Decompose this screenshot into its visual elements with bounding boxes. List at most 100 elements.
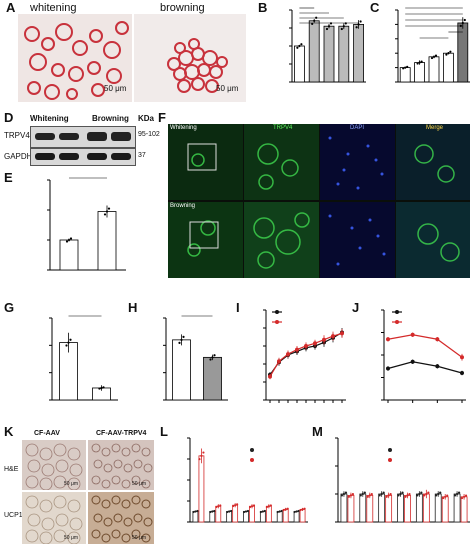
data-point [211, 510, 214, 513]
data-point [401, 491, 404, 494]
data-point [340, 494, 344, 497]
whitening-label: whitening [30, 2, 77, 14]
bar-ACO [441, 496, 449, 523]
bar-6d [338, 25, 350, 83]
he-trpv4-texture [91, 443, 153, 489]
histology-row-ucp1: UCP1 [4, 512, 23, 519]
data-point [192, 510, 195, 514]
data-point [102, 386, 105, 389]
fluorescence-grid [168, 124, 470, 278]
bar-whitening [59, 239, 79, 271]
data-point [432, 55, 436, 58]
data-point [107, 207, 111, 210]
chart-b-whitening-trpv4 [289, 7, 366, 83]
data-point [382, 491, 385, 494]
data-point [449, 50, 452, 53]
data-point [359, 20, 362, 23]
data-point [295, 510, 298, 513]
data-point [418, 61, 421, 64]
bar-PRDM16 [232, 504, 239, 523]
data-point [286, 507, 289, 510]
bar-PPARα [460, 496, 468, 523]
panel-label-c: C [370, 0, 380, 15]
data-point [232, 504, 235, 508]
bar-PPARα [453, 493, 461, 523]
data-point [416, 62, 419, 65]
panel-label-j: J [352, 300, 360, 315]
data-point [344, 22, 347, 25]
bar-CPT1α [265, 505, 272, 523]
scale-k1: 50 μm [64, 481, 78, 487]
data-point [211, 356, 214, 359]
data-point [286, 352, 290, 357]
data-point [230, 509, 233, 513]
bar-PGC-1α [359, 493, 367, 523]
data-point [295, 347, 299, 352]
legend-marker [388, 448, 392, 452]
data-point [366, 495, 369, 498]
histology-ucp1-ctrl [22, 492, 86, 544]
data-point [301, 508, 304, 511]
data-point [340, 331, 344, 336]
chart-h-ewat-dio [163, 315, 228, 401]
data-point [282, 508, 285, 512]
data-point [278, 510, 281, 513]
data-point [244, 510, 248, 513]
bar-0d [294, 45, 305, 83]
fluor-row-whitening: Whitening [170, 125, 197, 131]
bar-Control [172, 339, 191, 401]
fluor-col-trpv4: TRPV4 [273, 125, 293, 131]
panel-label-g: G [4, 300, 15, 315]
data-point [460, 355, 464, 360]
scale-k4: 50 μm [132, 535, 146, 541]
data-point [363, 491, 366, 494]
data-point [351, 492, 355, 496]
data-point [355, 26, 358, 29]
histology-row-he: H&E [4, 466, 19, 473]
blot-kda-trpv4: 95-102 [138, 131, 160, 138]
scale-k3: 50 μm [64, 535, 78, 541]
scale-k2: 50 μm [132, 481, 146, 487]
data-point [194, 510, 197, 513]
browning-cells [167, 38, 228, 93]
data-point [259, 510, 262, 514]
histology-col-trpv4: CF-AAV-TRPV4 [96, 430, 147, 437]
data-point [435, 337, 440, 342]
data-point [347, 495, 351, 498]
bar-2d [414, 62, 425, 83]
legend-marker [275, 310, 279, 314]
data-point [261, 510, 264, 513]
data-point [303, 507, 306, 510]
bar-PPARα [299, 509, 306, 523]
data-point [313, 19, 316, 22]
scale-bar-a2: 50 μm [216, 84, 239, 93]
data-point [402, 67, 405, 70]
data-point [246, 509, 250, 513]
data-point [447, 52, 450, 55]
data-point [277, 359, 281, 364]
histology-he-ctrl [22, 440, 86, 490]
data-point [380, 492, 383, 496]
data-point [331, 334, 335, 339]
data-point [236, 503, 239, 506]
bar-Cidea [397, 493, 404, 523]
bar-PGC-1α [366, 495, 374, 523]
data-point [213, 509, 216, 513]
blot-kda-gapdh: 37 [138, 152, 146, 159]
blot-gapdh-strip [30, 148, 136, 166]
data-point [446, 494, 449, 497]
legend-marker [395, 310, 399, 314]
data-point [67, 238, 71, 242]
data-point [460, 496, 464, 500]
data-point [327, 25, 331, 28]
data-point [65, 240, 69, 243]
data-point [361, 492, 364, 496]
bar-DIO [203, 356, 222, 401]
data-point [69, 338, 72, 341]
data-point [461, 21, 464, 25]
data-point [420, 491, 423, 494]
data-point [349, 494, 353, 497]
data-point [297, 509, 300, 513]
data-point [418, 492, 421, 496]
chart-l-ewat-genes [187, 437, 308, 523]
